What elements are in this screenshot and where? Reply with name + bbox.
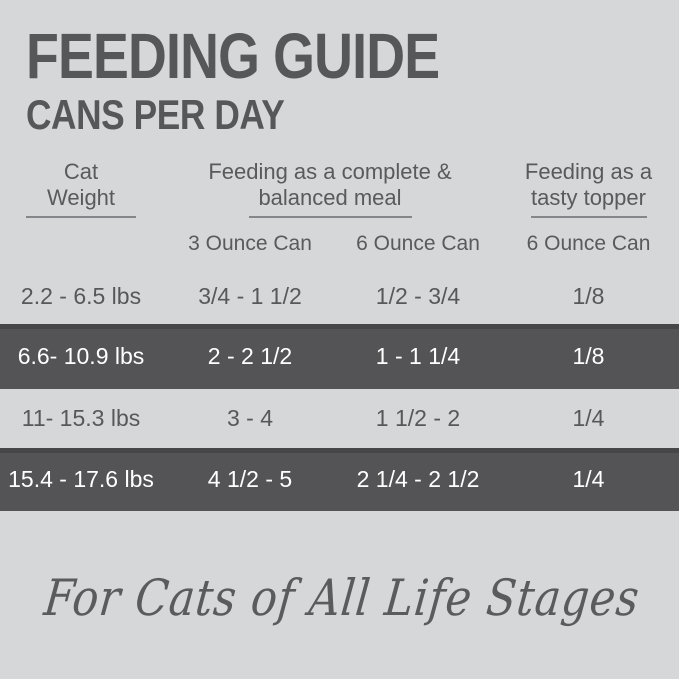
subheader-6oz-can-meal: 6 Ounce Can [356, 232, 480, 255]
header-complete-meal: Feeding as a complete & balanced meal [162, 159, 498, 220]
topper-cell: 1/8 [572, 282, 605, 309]
table-row: 6.6- 10.9 lbs 2 - 2 1/2 1 - 1 1/4 1/8 [0, 324, 679, 389]
header-cat-weight-line2: Weight [46, 185, 116, 210]
can6-cell: 2 1/4 - 2 1/2 [356, 466, 480, 492]
can3-cell: 3 - 4 [226, 405, 274, 431]
can6-cell: 1 1/2 - 2 [375, 405, 461, 431]
header-tasty-topper: Feeding as a tasty topper [498, 159, 679, 220]
can3-cell: 3/4 - 1 1/2 [198, 282, 302, 309]
table-row: 15.4 - 17.6 lbs 4 1/2 - 5 2 1/4 - 2 1/2 … [0, 448, 679, 511]
page-subtitle: CANS PER DAY [26, 91, 285, 138]
topper-cell: 1/4 [572, 466, 605, 492]
header-underline [248, 216, 412, 218]
header-cat-weight: Cat Weight [0, 159, 162, 220]
table-header-row: Cat Weight Feeding as a complete & balan… [0, 156, 679, 220]
tagline: For Cats of All Life Stages [41, 569, 643, 627]
subheader-6oz-can-topper: 6 Ounce Can [526, 232, 651, 255]
can6-cell: 1 - 1 1/4 [375, 343, 461, 369]
can6-cell: 1/2 - 3/4 [375, 282, 461, 309]
topper-cell: 1/4 [572, 405, 605, 431]
header-complete-meal-line2: balanced meal [258, 185, 402, 210]
subheader-3oz-can: 3 Ounce Can [188, 232, 312, 255]
table-row: 11- 15.3 lbs 3 - 4 1 1/2 - 2 1/4 [0, 389, 679, 448]
header-underline [530, 216, 647, 218]
topper-cell: 1/8 [572, 343, 605, 369]
title-block: FEEDING GUIDE CANS PER DAY [0, 0, 679, 138]
weight-cell: 15.4 - 17.6 lbs [8, 466, 154, 492]
header-tasty-topper-line1: Feeding as a [524, 159, 653, 184]
header-complete-meal-line1: Feeding as a complete & [208, 159, 452, 184]
header-underline [26, 216, 136, 218]
can3-cell: 2 - 2 1/2 [207, 343, 293, 369]
table-row: 2.2 - 6.5 lbs 3/4 - 1 1/2 1/2 - 3/4 1/8 [0, 268, 679, 324]
weight-cell: 11- 15.3 lbs [21, 405, 141, 431]
page-title: FEEDING GUIDE [26, 20, 440, 92]
weight-cell: 6.6- 10.9 lbs [17, 343, 145, 369]
weight-cell: 2.2 - 6.5 lbs [20, 282, 142, 309]
can3-cell: 4 1/2 - 5 [207, 466, 293, 492]
header-tasty-topper-line2: tasty topper [531, 185, 646, 210]
table-subheader-row: 3 Ounce Can 6 Ounce Can 6 Ounce Can [0, 220, 679, 268]
feeding-table: Cat Weight Feeding as a complete & balan… [0, 156, 679, 511]
header-cat-weight-line1: Cat [63, 159, 99, 184]
